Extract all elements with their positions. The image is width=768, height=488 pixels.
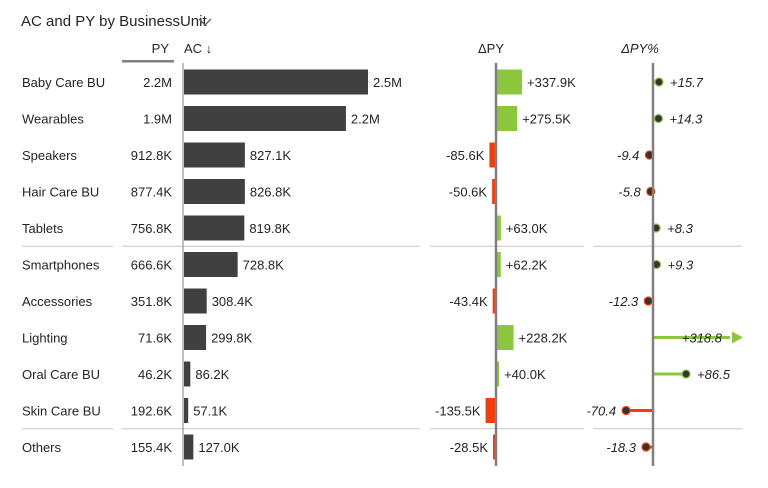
ac-value-label: 2.5M [373, 75, 402, 90]
header-ac: AC ↓ [184, 41, 212, 56]
py-value-label: 1.9M [143, 112, 172, 127]
delta-pct-dot [641, 442, 651, 452]
py-value-label: 666.6K [131, 258, 173, 273]
delta-py-bar [496, 215, 501, 241]
delta-py-bar [496, 106, 518, 131]
delta-pct-label: -70.4 [586, 404, 616, 419]
ac-bar [184, 361, 191, 387]
ac-value-label: 127.0K [198, 440, 240, 455]
delta-py-bar [485, 398, 496, 423]
delta-py-bar [493, 434, 496, 460]
header-delta-py-pct: ΔPY% [620, 41, 659, 56]
delta-pct-label: +86.5 [697, 367, 731, 382]
py-value-label: 155.4K [131, 440, 173, 455]
delta-pct-label: -5.8 [618, 185, 641, 200]
py-value-label: 2.2M [143, 75, 172, 90]
delta-py-bar [496, 325, 514, 350]
category-label: Others [22, 440, 62, 455]
delta-pct-label: -12.3 [609, 294, 639, 309]
ac-value-label: 826.8K [250, 185, 292, 200]
ac-value-label: 2.2M [351, 112, 380, 127]
delta-py-label: +62.2K [506, 258, 548, 273]
delta-py-label: -85.6K [446, 148, 485, 163]
ac-bar [184, 179, 245, 204]
delta-py-label: +63.0K [506, 221, 548, 236]
category-label: Speakers [22, 148, 77, 163]
chevron-down-icon[interactable] [197, 15, 213, 29]
ac-bar [184, 325, 207, 350]
ac-value-label: 819.8K [249, 221, 291, 236]
delta-pct-dot [643, 296, 653, 306]
ac-bar [184, 288, 207, 314]
category-label: Wearables [22, 112, 84, 127]
delta-py-label: +40.0K [504, 367, 546, 382]
category-label: Lighting [22, 331, 68, 346]
delta-py-label: -43.4K [449, 294, 488, 309]
py-value-label: 46.2K [138, 367, 172, 382]
ac-bar [184, 252, 238, 277]
header-py: PY [152, 41, 170, 56]
delta-py-label: -28.5K [450, 440, 489, 455]
ac-bar [184, 398, 189, 423]
category-label: Oral Care BU [22, 367, 100, 382]
delta-pct-dot [681, 369, 691, 379]
delta-pct-dot [621, 405, 631, 416]
category-label: Accessories [22, 294, 93, 309]
py-value-label: 351.8K [131, 294, 173, 309]
ac-value-label: 299.8K [211, 331, 253, 346]
delta-pct-label: +15.7 [670, 75, 704, 90]
delta-py-label: +228.2K [519, 331, 568, 346]
delta-pct-label: +8.3 [667, 221, 693, 236]
category-label: Skin Care BU [22, 404, 101, 419]
delta-py-bar [496, 69, 522, 95]
delta-py-bar [496, 252, 501, 277]
delta-py-bar [496, 361, 500, 387]
delta-pct-dot [654, 77, 664, 87]
ac-bar [184, 215, 245, 241]
chart-title: AC and PY by BusinessUnit [21, 13, 207, 30]
py-value-label: 912.8K [131, 148, 173, 163]
category-label: Smartphones [22, 258, 100, 273]
py-value-label: 877.4K [131, 185, 173, 200]
delta-py-label: -135.5K [435, 404, 481, 419]
delta-pct-label: +9.3 [668, 258, 694, 273]
ac-bar [184, 434, 194, 460]
category-label: Baby Care BU [22, 75, 105, 90]
delta-py-label: -50.6K [449, 185, 488, 200]
category-label: Hair Care BU [22, 185, 99, 200]
header-py-underline [122, 60, 174, 63]
delta-pct-dot [653, 113, 664, 124]
ac-bar [184, 142, 245, 168]
delta-py-label: +337.9K [527, 75, 576, 90]
category-label: Tablets [22, 221, 64, 236]
ac-bar [184, 106, 346, 131]
delta-pct-label: -18.3 [606, 440, 636, 455]
ac-value-label: 86.2K [195, 367, 229, 382]
py-value-label: 192.6K [131, 404, 173, 419]
header-delta-py: ΔPY [478, 41, 504, 56]
delta-py-bar [492, 288, 496, 314]
delta-py-bar [492, 179, 496, 204]
ac-value-label: 827.1K [250, 148, 292, 163]
delta-pct-label: +14.3 [669, 112, 703, 127]
py-value-label: 756.8K [131, 221, 173, 236]
delta-py-label: +275.5K [522, 112, 571, 127]
ac-value-label: 728.8K [243, 258, 285, 273]
ac-value-label: 57.1K [193, 404, 227, 419]
delta-pct-label: +318.8 [682, 331, 723, 346]
ac-bar [184, 69, 368, 95]
py-value-label: 71.6K [138, 331, 172, 346]
ac-value-label: 308.4K [212, 294, 254, 309]
delta-pct-label: -9.4 [617, 148, 639, 163]
delta-pct-overflow-arrow [732, 331, 743, 344]
delta-py-bar [489, 142, 496, 168]
